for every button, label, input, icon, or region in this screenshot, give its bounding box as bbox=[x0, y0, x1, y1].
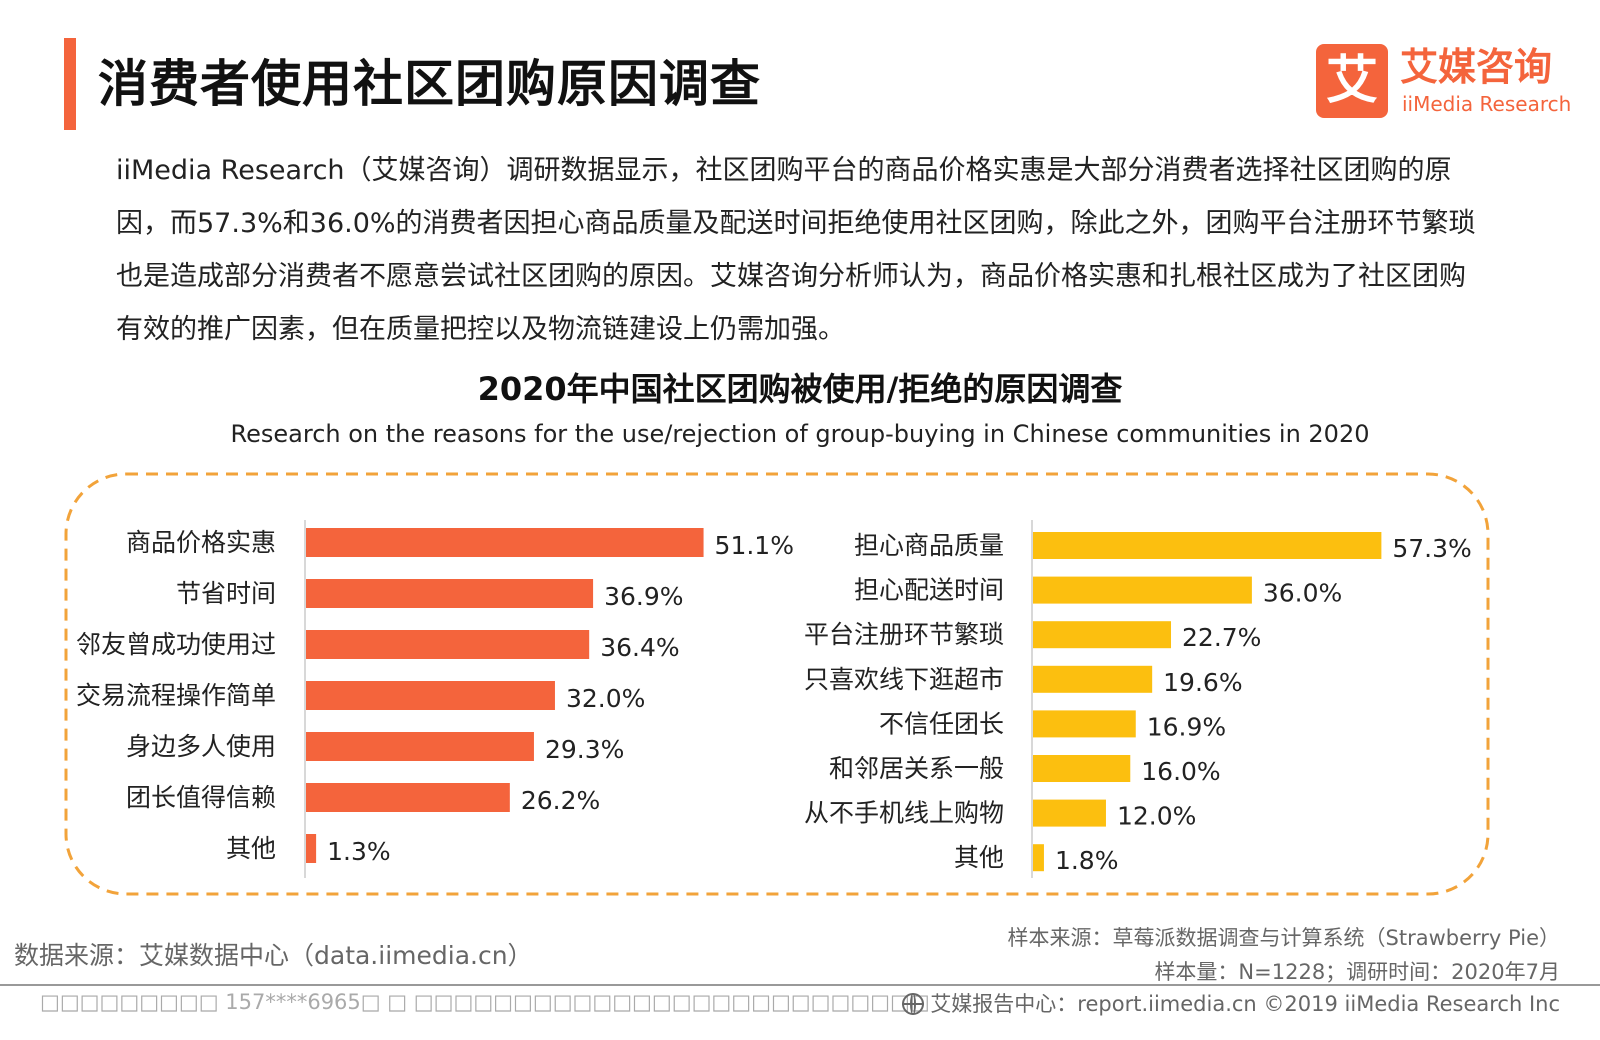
category-label-2-7: 从不手机线上购物 bbox=[804, 799, 1004, 828]
category-label-2-2: 担心配送时间 bbox=[854, 576, 1004, 605]
value-label-1-7: 1.3% bbox=[327, 837, 391, 866]
data-source: 数据来源：艾媒数据中心（data.iimedia.cn） bbox=[14, 941, 533, 970]
sample-source: 样本来源：草莓派数据调查与计算系统（Strawberry Pie） bbox=[1007, 926, 1560, 950]
category-label-2-6: 和邻居关系一般 bbox=[829, 754, 1004, 783]
footer-report-center: 艾媒报告中心：report.iimedia.cn ©2019 iiMedia R… bbox=[902, 988, 1560, 1018]
value-label-2-5: 16.9% bbox=[1147, 712, 1226, 741]
bar-1-4 bbox=[306, 681, 555, 710]
value-label-2-3: 22.7% bbox=[1182, 623, 1261, 652]
chart-title: 2020年中国社区团购被使用/拒绝的原因调查 bbox=[477, 370, 1123, 408]
category-label-2-1: 担心商品质量 bbox=[854, 531, 1004, 560]
category-label-1-6: 团长值得信赖 bbox=[126, 783, 276, 812]
value-label-1-5: 29.3% bbox=[545, 735, 624, 764]
category-label-1-7: 其他 bbox=[226, 834, 276, 863]
footer-divider bbox=[0, 984, 1600, 986]
chart-subtitle: Research on the reasons for the use/reje… bbox=[230, 420, 1370, 448]
logo-name-cn: 艾媒咨询 bbox=[1400, 45, 1553, 89]
title-accent-bar bbox=[64, 38, 76, 130]
category-label-1-2: 节省时间 bbox=[176, 579, 276, 608]
bar-1-3 bbox=[306, 630, 590, 659]
value-label-1-2: 36.9% bbox=[604, 582, 683, 611]
bar-1-5 bbox=[306, 732, 534, 761]
value-label-1-6: 26.2% bbox=[521, 786, 600, 815]
category-label-2-8: 其他 bbox=[954, 843, 1004, 872]
logo-badge: 艾 bbox=[1316, 44, 1388, 118]
report-center-text: 艾媒报告中心：report.iimedia.cn ©2019 iiMedia R… bbox=[930, 992, 1560, 1016]
value-label-2-1: 57.3% bbox=[1392, 534, 1471, 563]
category-label-1-1: 商品价格实惠 bbox=[126, 528, 276, 557]
value-label-1-4: 32.0% bbox=[566, 684, 645, 713]
value-label-2-8: 1.8% bbox=[1055, 846, 1119, 875]
bar-2-1 bbox=[1033, 532, 1382, 559]
value-label-2-4: 19.6% bbox=[1163, 668, 1242, 697]
bar-2-7 bbox=[1033, 799, 1106, 827]
bar-1-2 bbox=[306, 579, 594, 608]
value-label-2-2: 36.0% bbox=[1263, 579, 1342, 608]
value-label-1-1: 51.1% bbox=[715, 531, 794, 560]
bar-2-2 bbox=[1033, 576, 1252, 604]
iimedia-logo: 艾 艾媒咨询 iiMedia Research bbox=[1316, 44, 1571, 122]
value-label-1-3: 36.4% bbox=[600, 633, 679, 662]
value-label-2-6: 16.0% bbox=[1141, 757, 1220, 786]
category-label-2-5: 不信任团长 bbox=[879, 709, 1004, 738]
category-label-1-4: 交易流程操作简单 bbox=[76, 681, 276, 710]
bar-2-4 bbox=[1033, 665, 1153, 693]
logo-glyph: 艾 bbox=[1325, 51, 1378, 111]
category-label-2-4: 只喜欢线下逛超市 bbox=[804, 665, 1004, 694]
globe-icon bbox=[902, 993, 925, 1015]
value-label-2-7: 12.0% bbox=[1117, 802, 1196, 831]
footer-watermark: □□□□□□□□□ 157****6965□ □ □□□□□□□□□□□□□□□… bbox=[40, 990, 930, 1014]
bar-1-7 bbox=[306, 834, 317, 863]
bar-1-1 bbox=[306, 528, 704, 557]
category-label-1-3: 邻友曾成功使用过 bbox=[76, 630, 276, 659]
bar-2-6 bbox=[1033, 755, 1131, 782]
page-title: 消费者使用社区团购原因调查 bbox=[98, 55, 761, 113]
category-label-1-5: 身边多人使用 bbox=[126, 732, 276, 761]
chart-frame bbox=[64, 472, 1490, 896]
bar-1-6 bbox=[306, 783, 510, 812]
bar-2-5 bbox=[1033, 710, 1136, 738]
sample-size: 样本量：N=1228；调研时间：2020年7月 bbox=[1154, 960, 1560, 984]
category-label-2-3: 平台注册环节繁琐 bbox=[804, 620, 1004, 649]
logo-name-en: iiMedia Research bbox=[1402, 92, 1572, 116]
intro-paragraph: iiMedia Research（艾媒咨询）调研数据显示，社区团购平台的商品价格… bbox=[116, 155, 1476, 345]
bar-2-8 bbox=[1033, 844, 1044, 872]
bar-2-3 bbox=[1033, 621, 1172, 649]
